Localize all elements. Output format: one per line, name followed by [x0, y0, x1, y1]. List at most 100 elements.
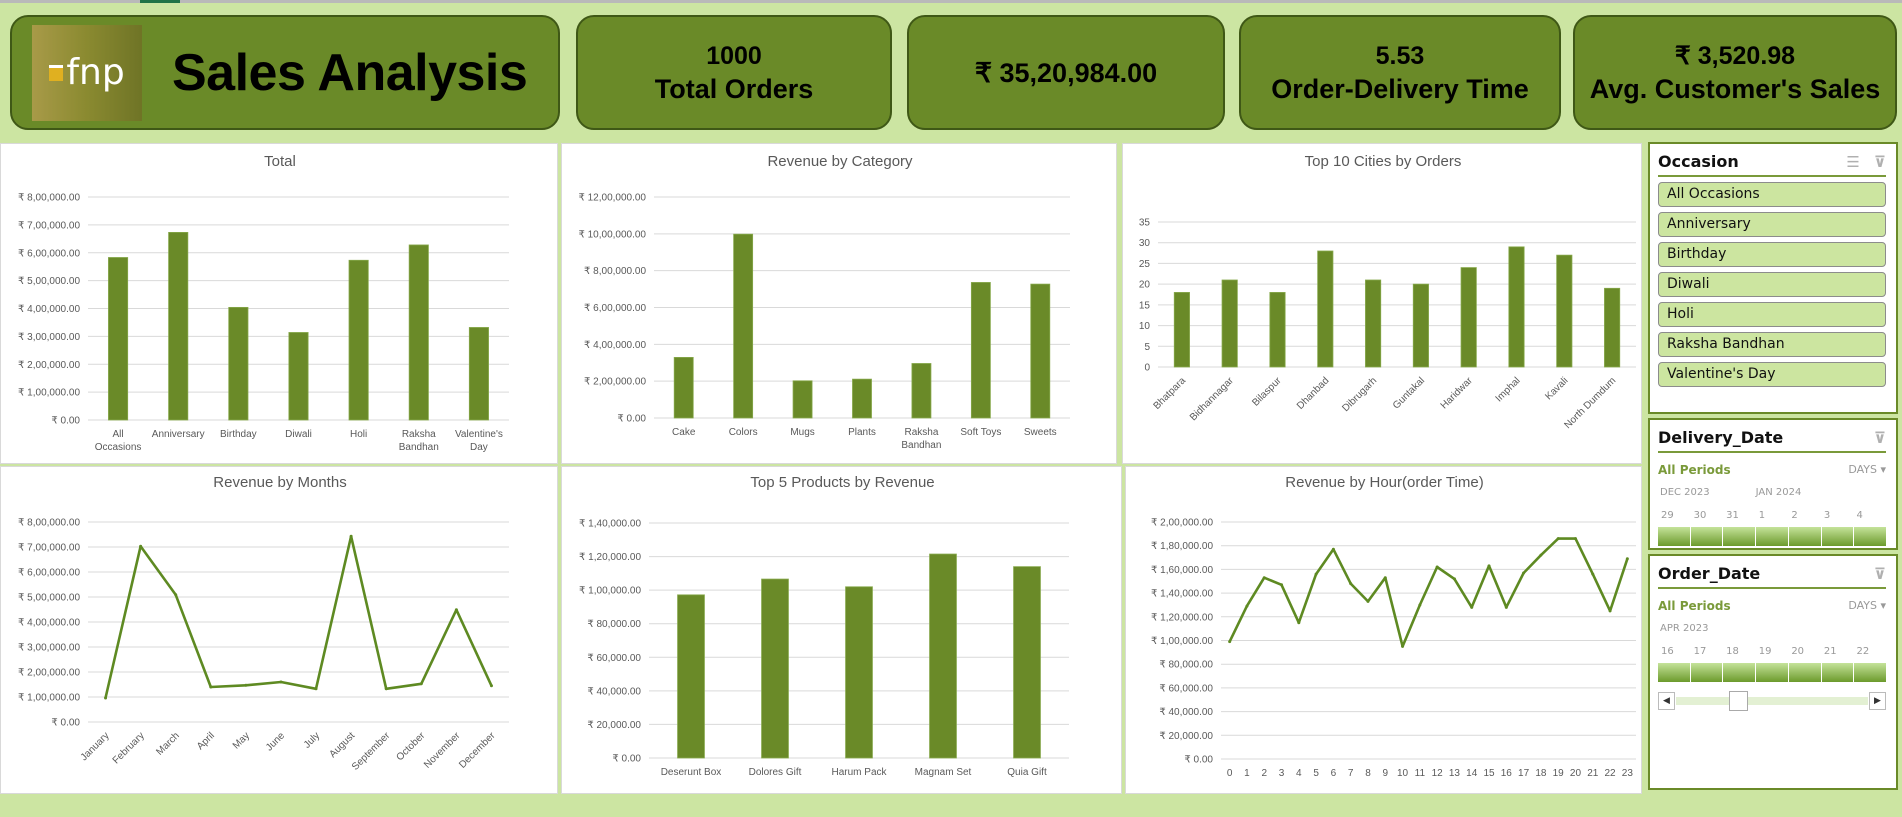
bar[interactable] [348, 259, 369, 421]
bar[interactable] [792, 380, 813, 419]
bar[interactable] [1269, 292, 1286, 368]
chart-revenue-by-category[interactable]: Revenue by Category ₹ 0.00 ₹ 2,00,000.00 ₹ … [561, 143, 1117, 464]
bar[interactable] [673, 357, 694, 419]
bar[interactable] [1460, 267, 1477, 368]
day-bar[interactable] [1756, 663, 1788, 682]
bar[interactable] [1221, 279, 1238, 368]
data-point[interactable] [314, 687, 318, 691]
scroll-thumb[interactable] [1729, 691, 1749, 711]
day-bar[interactable] [1854, 527, 1887, 546]
data-point[interactable] [1245, 604, 1249, 608]
bar[interactable] [852, 378, 872, 419]
bar[interactable] [1556, 254, 1573, 368]
data-point[interactable] [1573, 537, 1577, 541]
data-point[interactable] [384, 687, 388, 691]
clear-filter-icon[interactable]: ⊽ [1873, 428, 1886, 447]
bar[interactable] [1412, 283, 1429, 368]
data-point[interactable] [1418, 603, 1422, 607]
bar[interactable] [1365, 279, 1382, 368]
bar[interactable] [970, 282, 991, 419]
bar[interactable] [1508, 246, 1525, 368]
data-point[interactable] [1262, 576, 1266, 580]
data-point[interactable] [419, 682, 423, 686]
chart-top-products[interactable]: Top 5 Products by Revenue ₹ 0.00 ₹ 20,000.… [561, 466, 1122, 794]
day-bar[interactable] [1690, 663, 1723, 682]
bar[interactable] [733, 233, 754, 419]
data-point[interactable] [209, 685, 213, 689]
data-point[interactable] [454, 608, 458, 612]
day-bar[interactable] [1756, 527, 1788, 546]
bar[interactable] [1030, 283, 1051, 419]
timeline-scrollbar[interactable]: ◀ ▶ [1658, 691, 1886, 711]
data-point[interactable] [279, 680, 283, 684]
data-point[interactable] [1331, 547, 1335, 551]
slicer-item-all-occasions[interactable]: All Occasions [1658, 182, 1886, 207]
chart-total-by-occasion[interactable]: Total ₹ 0.00 ₹ 1,00,000.00 ₹ 2,00,000.00 ₹ 3… [0, 143, 558, 464]
bar[interactable] [408, 244, 429, 421]
day-bar[interactable] [1821, 527, 1854, 546]
bar[interactable] [1013, 566, 1041, 759]
day-bar[interactable] [1854, 663, 1887, 682]
day-bar[interactable] [1788, 527, 1821, 546]
bar[interactable] [929, 553, 957, 759]
day-bar[interactable] [1788, 663, 1821, 682]
scroll-track[interactable] [1676, 697, 1868, 705]
day-bar[interactable] [1723, 663, 1756, 682]
day-bar[interactable] [1821, 663, 1854, 682]
data-point[interactable] [1470, 605, 1474, 609]
bar[interactable] [468, 327, 489, 421]
bar[interactable] [845, 586, 873, 759]
data-point[interactable] [1556, 537, 1560, 541]
slicer-item-holi[interactable]: Holi [1658, 302, 1886, 327]
bar[interactable] [677, 594, 705, 759]
chart-revenue-by-hour[interactable]: Revenue by Hour(order Time) ₹ 0.00 ₹ 20,00… [1125, 466, 1642, 794]
day-bar[interactable] [1658, 527, 1690, 546]
data-point[interactable] [1383, 576, 1387, 580]
slicer-item-birthday[interactable]: Birthday [1658, 242, 1886, 267]
day-bar[interactable] [1690, 527, 1723, 546]
multi-select-icon[interactable]: ☰ [1846, 152, 1860, 171]
chart-revenue-by-months[interactable]: Revenue by Months ₹ 0.00 ₹ 1,00,000.00 ₹ 2,… [0, 466, 558, 794]
time-level-dropdown[interactable]: DAYS ▾ [1848, 463, 1886, 477]
slicer-item-raksha-bandhan[interactable]: Raksha Bandhan [1658, 332, 1886, 357]
time-level-dropdown[interactable]: DAYS ▾ [1848, 599, 1886, 613]
data-point[interactable] [1401, 644, 1405, 648]
day-bar[interactable] [1723, 527, 1756, 546]
day-bar[interactable] [1658, 663, 1690, 682]
data-point[interactable] [1522, 571, 1526, 575]
clear-filter-icon[interactable]: ⊽ [1873, 152, 1886, 171]
data-point[interactable] [104, 696, 108, 700]
bar[interactable] [1604, 287, 1621, 368]
bar[interactable] [228, 306, 249, 421]
data-point[interactable] [1591, 572, 1595, 576]
data-point[interactable] [1297, 621, 1301, 625]
data-point[interactable] [1280, 583, 1284, 587]
clear-filter-icon[interactable]: ⊽ [1873, 564, 1886, 583]
data-point[interactable] [1487, 564, 1491, 568]
slicer-item-valentines-day[interactable]: Valentine's Day [1658, 362, 1886, 387]
data-point[interactable] [1314, 572, 1318, 576]
series-line[interactable] [1228, 537, 1629, 648]
data-point[interactable] [1608, 609, 1612, 613]
data-point[interactable] [489, 684, 493, 688]
bar[interactable] [761, 578, 789, 759]
data-point[interactable] [1435, 565, 1439, 569]
bar[interactable] [288, 332, 309, 421]
chart-top-cities[interactable]: Top 10 Cities by Orders 0 5 10 15 20 25 30 35 Bha… [1122, 143, 1642, 464]
bar[interactable] [1317, 250, 1334, 368]
data-point[interactable] [1625, 557, 1629, 561]
data-point[interactable] [1539, 553, 1543, 557]
data-point[interactable] [244, 683, 248, 687]
data-point[interactable] [139, 544, 143, 548]
bar[interactable] [108, 257, 129, 421]
data-point[interactable] [174, 593, 178, 597]
bar[interactable] [911, 363, 932, 419]
data-point[interactable] [349, 534, 353, 538]
scroll-right-icon[interactable]: ▶ [1869, 692, 1886, 710]
data-point[interactable] [1366, 599, 1370, 603]
data-point[interactable] [1228, 640, 1232, 644]
slicer-item-diwali[interactable]: Diwali [1658, 272, 1886, 297]
data-point[interactable] [1349, 582, 1353, 586]
slicer-item-anniversary[interactable]: Anniversary [1658, 212, 1886, 237]
bar[interactable] [168, 232, 189, 421]
